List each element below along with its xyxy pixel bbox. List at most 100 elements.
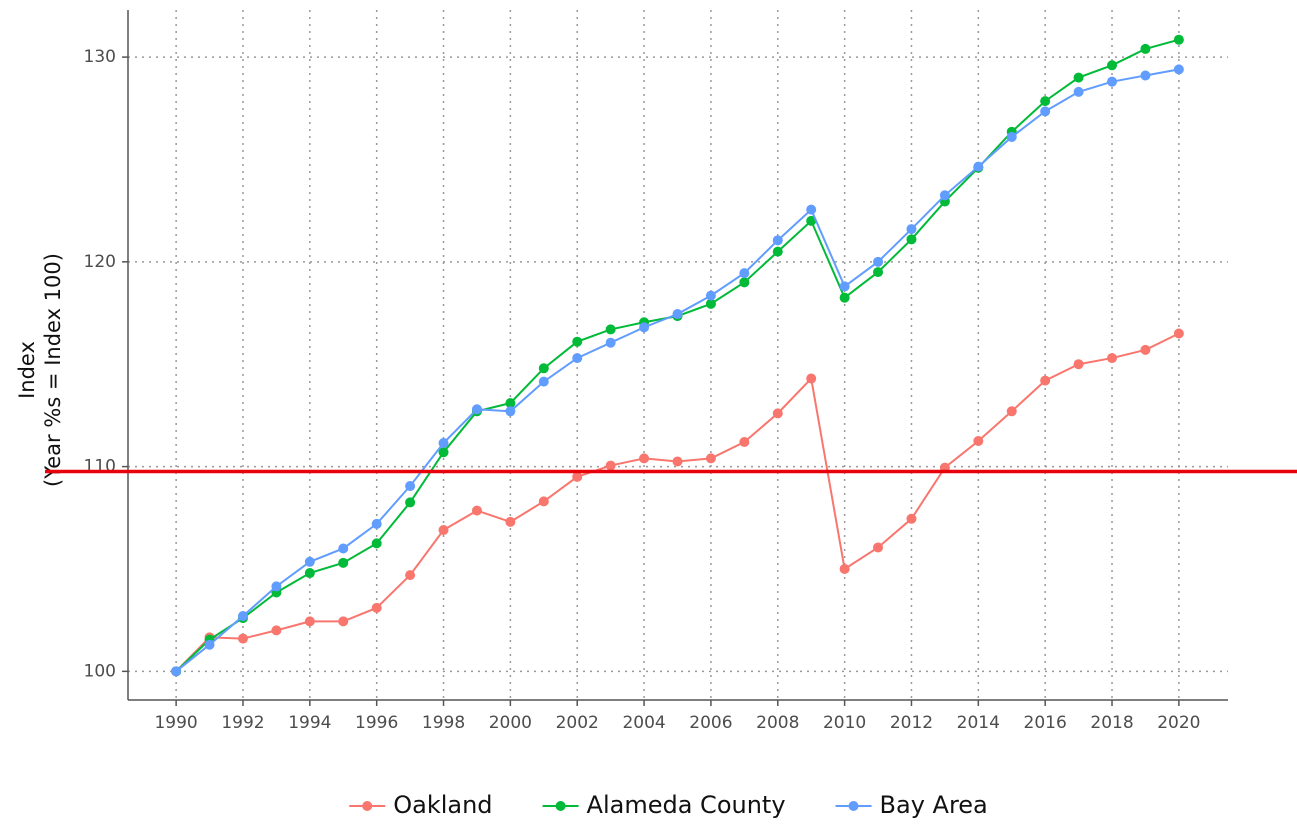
data-point (304, 556, 315, 567)
y-tick-label: 130 (84, 47, 116, 67)
x-tick-label: 1998 (422, 713, 465, 733)
data-point (405, 570, 416, 581)
data-point (873, 267, 884, 278)
x-tick-label: 2002 (556, 713, 599, 733)
data-point (839, 292, 850, 303)
data-point (672, 456, 683, 467)
x-tick-label: 2006 (689, 713, 732, 733)
data-point (705, 298, 716, 309)
x-tick-label: 2012 (890, 713, 933, 733)
data-point (806, 215, 817, 226)
data-point (1173, 328, 1184, 339)
data-point (405, 497, 416, 508)
x-tick-label: 2018 (1090, 713, 1133, 733)
x-tick-label: 1990 (154, 713, 197, 733)
x-tick-label: 2014 (957, 713, 1000, 733)
x-tick-label: 2000 (489, 713, 532, 733)
series-line (175, 68, 1180, 673)
data-point (505, 398, 516, 409)
data-point (906, 224, 917, 235)
data-point (405, 481, 416, 492)
x-tick-label: 2004 (622, 713, 665, 733)
data-point (505, 406, 516, 417)
legend-key-point (555, 801, 566, 811)
data-point (1173, 34, 1184, 45)
y-axis-title-line: (Year %s = Index 100) (41, 253, 65, 487)
data-point (1040, 375, 1051, 386)
data-point (471, 505, 482, 516)
data-point (371, 538, 382, 549)
data-point (973, 435, 984, 446)
data-point (1040, 106, 1051, 117)
data-point (1073, 86, 1084, 97)
data-point (304, 568, 315, 579)
data-point (639, 453, 650, 464)
y-axis-title-line: Index (15, 341, 39, 399)
data-point (605, 460, 616, 471)
y-tick-label: 120 (84, 252, 116, 272)
data-point (1107, 76, 1118, 87)
data-point (471, 404, 482, 415)
data-point (772, 408, 783, 419)
data-point (338, 616, 349, 627)
data-point (806, 373, 817, 384)
data-point (973, 161, 984, 172)
x-tick-label: 2020 (1157, 713, 1200, 733)
data-point (839, 281, 850, 292)
data-point (538, 363, 549, 374)
data-point (1140, 344, 1151, 355)
data-point (906, 513, 917, 524)
data-point (304, 616, 315, 627)
data-point (1006, 131, 1017, 142)
data-point (371, 602, 382, 613)
series-line (175, 332, 1180, 673)
data-point (371, 518, 382, 529)
data-point (705, 453, 716, 464)
data-point (873, 256, 884, 267)
data-point (505, 516, 516, 527)
data-point (1107, 353, 1118, 364)
data-point (438, 438, 449, 449)
data-point (572, 336, 583, 347)
data-point (538, 496, 549, 507)
data-point (739, 437, 750, 448)
data-point (271, 625, 282, 636)
data-point (1140, 70, 1151, 81)
data-point (1073, 72, 1084, 83)
series-line (175, 38, 1180, 673)
data-point (338, 557, 349, 568)
x-tick-label: 1994 (288, 713, 331, 733)
data-point (639, 322, 650, 333)
legend-key-point (362, 801, 373, 811)
x-tick-label: 1996 (355, 713, 398, 733)
data-point (572, 471, 583, 482)
y-axis-title: Index (Year %s = Index 100) (15, 253, 65, 487)
data-point (271, 581, 282, 592)
legend-label: Alameda County (587, 791, 786, 819)
data-point (1040, 96, 1051, 107)
legend-key-point (848, 801, 859, 811)
data-point (237, 611, 248, 622)
legend-label: Oakland (393, 791, 492, 819)
data-point (1140, 43, 1151, 54)
x-tick-label: 2016 (1024, 713, 1067, 733)
data-point (171, 666, 182, 677)
data-point (772, 246, 783, 257)
data-point (438, 447, 449, 458)
data-point (906, 234, 917, 245)
data-point (538, 376, 549, 387)
data-point (839, 563, 850, 574)
data-point (739, 277, 750, 288)
data-point (605, 324, 616, 335)
data-point (873, 542, 884, 553)
data-point (1173, 64, 1184, 75)
data-point (1073, 359, 1084, 370)
data-point (1006, 406, 1017, 417)
x-tick-label: 2010 (823, 713, 866, 733)
data-point (338, 543, 349, 554)
data-point (572, 353, 583, 364)
x-tick-label: 1992 (221, 713, 264, 733)
data-point (739, 268, 750, 279)
data-point (237, 633, 248, 644)
